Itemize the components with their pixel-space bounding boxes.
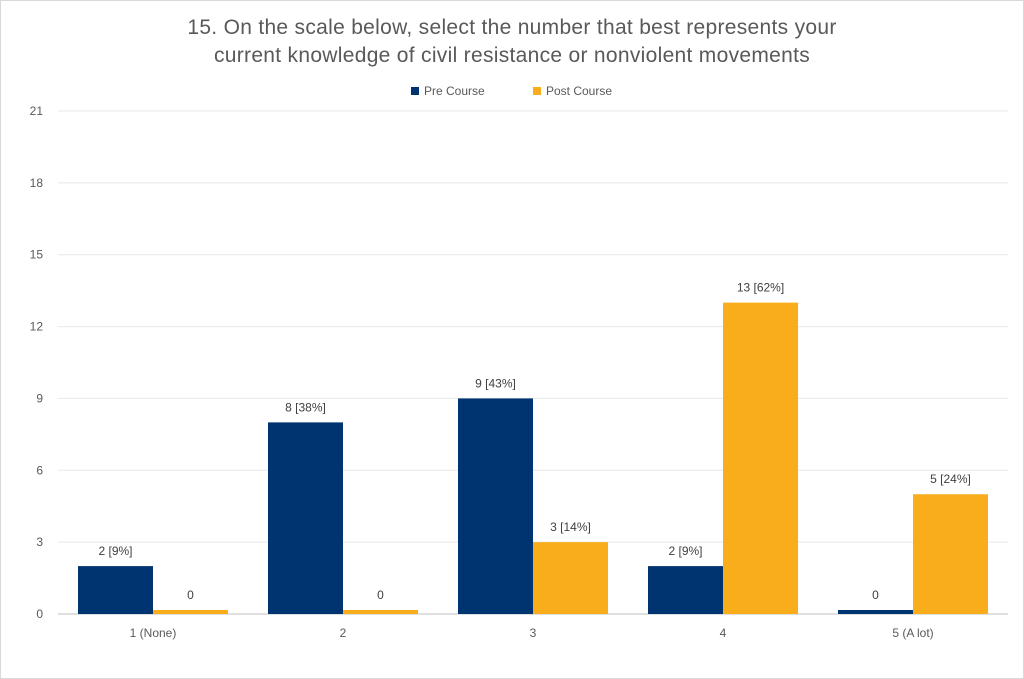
data-label: 0 [872,588,879,602]
y-tick-label: 6 [36,463,43,477]
data-label: 3 [14%] [550,520,591,534]
x-tick-label: 2 [340,626,347,640]
legend-swatch-post-course [533,87,541,95]
y-tick-labels: 0 3 6 9 12 15 18 21 [30,104,44,621]
x-tick-labels: 1 (None) 2 3 4 5 (A lot) [130,626,934,640]
bar-post-course-3 [533,542,608,614]
bar-pre-course-2 [268,422,343,614]
legend-item-pre-course: Pre Course [411,83,485,99]
data-label: 9 [43%] [475,376,516,390]
x-tick-label: 5 (A lot) [892,626,933,640]
y-tick-label: 9 [36,391,43,405]
legend-label-post-course: Post Course [546,84,613,98]
legend-item-post-course: Post Course [533,83,612,99]
bar-post-course-2 [343,610,418,614]
y-tick-label: 21 [30,104,44,118]
chart-title: 15. On the scale below, select the numbe… [0,14,1024,70]
x-tick-label: 1 (None) [130,626,177,640]
bar-pre-course-5 [838,610,913,614]
data-label: 13 [62%] [737,281,784,295]
x-tick-label: 3 [530,626,537,640]
y-tick-label: 3 [36,535,43,549]
data-labels: 2 [9%] 0 8 [38%] 0 9 [43%] 3 [14%] 2 [9%] 13 [6… [98,281,970,602]
data-label: 2 [9%] [98,544,132,558]
chart-title-line-2: current knowledge of civil resistance or… [213,44,811,67]
bar-post-course-5 [913,494,988,614]
chart-legend: Pre Course Post Course [0,83,1024,99]
y-tick-label: 18 [30,176,44,190]
bar-pre-course-1 [78,566,153,614]
y-tick-label: 12 [30,320,44,334]
x-tick-label: 4 [720,626,727,640]
bar-post-course-4 [723,302,798,614]
data-label: 0 [377,588,384,602]
data-label: 0 [187,588,194,602]
bar-post-course-1 [153,610,228,614]
bars [78,302,988,614]
bar-pre-course-4 [648,566,723,614]
data-label: 5 [24%] [930,472,971,486]
data-label: 8 [38%] [285,400,326,414]
y-tick-label: 0 [36,607,43,621]
legend-label-pre-course: Pre Course [424,84,485,98]
data-label: 2 [9%] [668,544,702,558]
legend-swatch-pre-course [411,87,419,95]
y-tick-label: 15 [30,248,44,262]
bar-pre-course-3 [458,398,533,614]
chart-title-line-1: 15. On the scale below, select the numbe… [187,16,837,39]
